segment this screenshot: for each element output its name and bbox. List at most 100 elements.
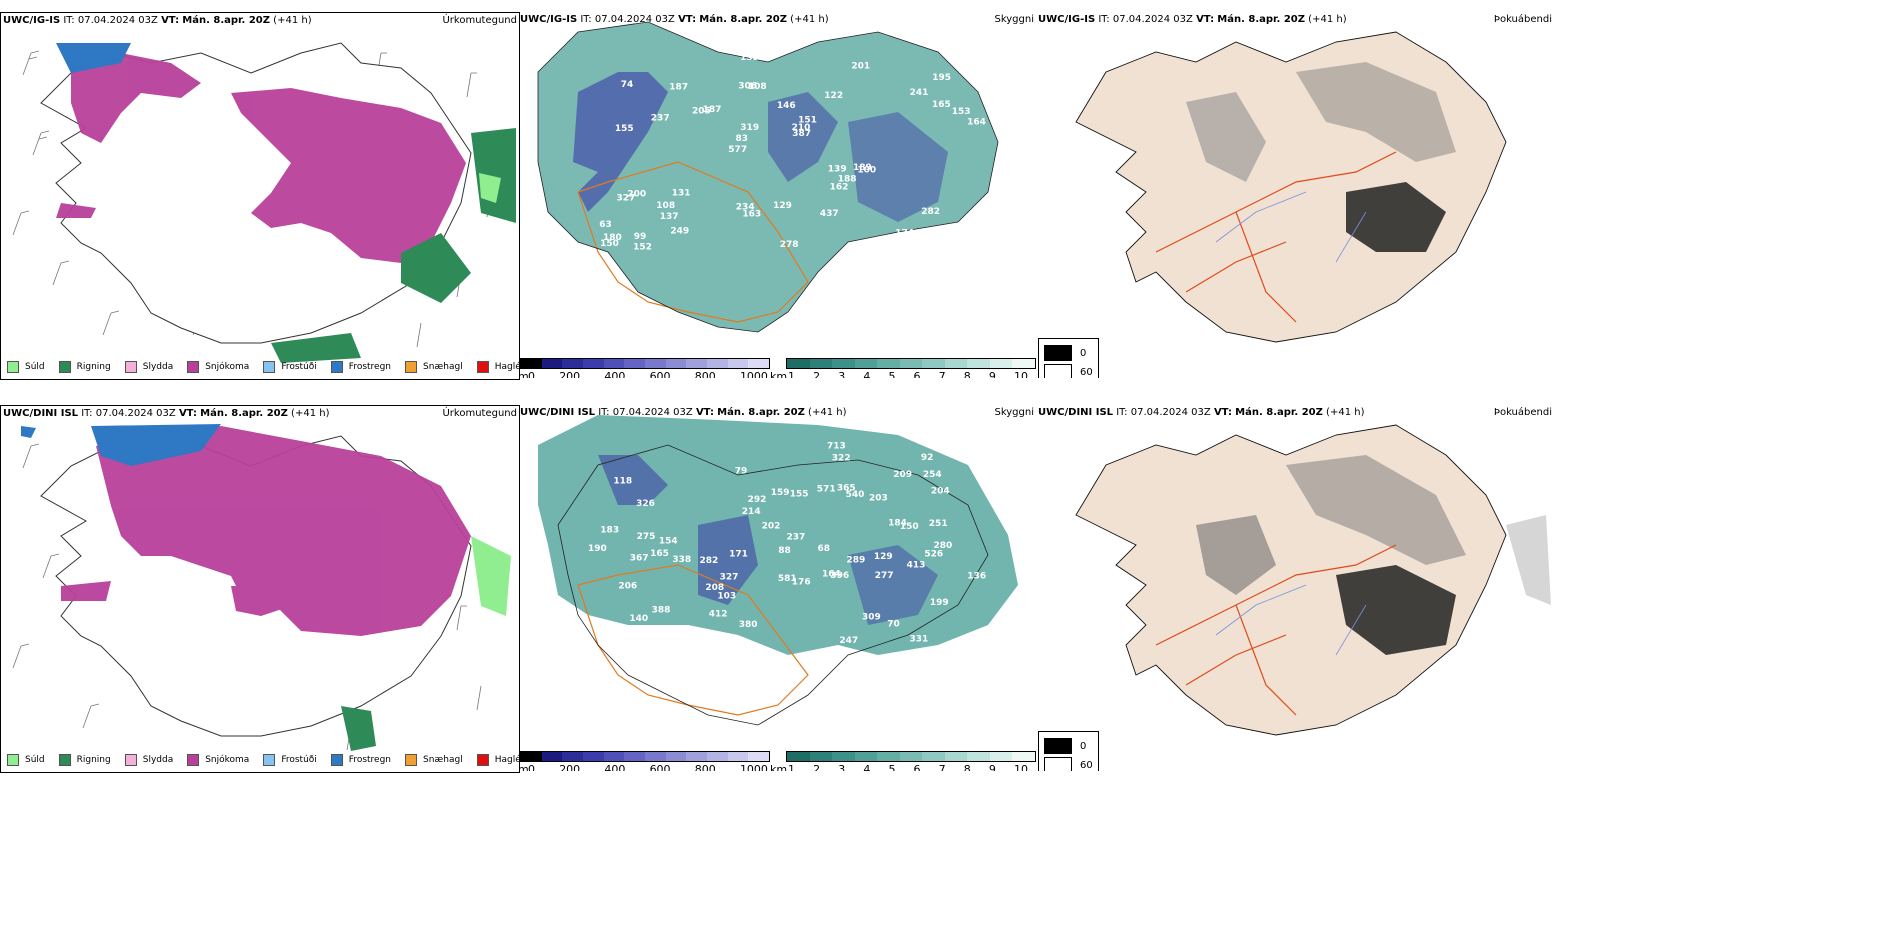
visibility-value-label: 234 — [736, 203, 755, 213]
visibility-m-unit: m — [518, 370, 529, 378]
colorbar-segment — [562, 359, 584, 368]
colorbar-segment — [603, 359, 625, 368]
colorbar-tick: 4 — [863, 370, 871, 378]
visibility-value-label: 174 — [895, 229, 914, 239]
it-value: 07.04.2024 03Z — [95, 408, 176, 419]
fog-key: 0 60 — [1038, 731, 1099, 771]
colorbar-segment — [787, 752, 810, 761]
visibility-value-label: 74 — [621, 80, 634, 90]
visibility-value-label: 171 — [729, 550, 748, 560]
legend-label: Snæhagl — [423, 362, 463, 372]
legend-swatch — [187, 361, 200, 373]
visibility-value-label: 201 — [851, 61, 870, 71]
visibility-value-label: 237 — [651, 114, 670, 124]
legend-label: Frostregn — [348, 362, 392, 372]
colorbar-tick: 10 — [1013, 763, 1028, 771]
visibility-value-label: 176 — [792, 577, 811, 587]
visibility-value-label: 63 — [599, 220, 612, 230]
legend-label: Haglél — [494, 362, 519, 372]
low-visibility-area — [598, 455, 668, 505]
colorbar-segment — [877, 359, 900, 368]
visibility-value-label: 164 — [822, 570, 841, 580]
legend-swatch — [187, 754, 200, 766]
legend-label: Súld — [25, 362, 45, 372]
colorbar-segment — [707, 752, 728, 761]
colorbar-tick: 2 — [813, 370, 821, 378]
colorbar-segment — [645, 359, 666, 368]
visibility-value-label: 322 — [832, 453, 851, 463]
visibility-value-label: 122 — [824, 91, 843, 101]
model-name: UWC/DINI ISL — [1038, 407, 1114, 418]
visibility-value-label: 187 — [703, 105, 722, 115]
it-value: 07.04.2024 03Z — [612, 407, 693, 418]
lead-time: (+41 h) — [790, 14, 829, 25]
visibility-value-label: 241 — [910, 88, 929, 98]
colorbar-segment — [665, 359, 687, 368]
visibility-value-label: 131 — [672, 188, 691, 198]
freezing-rain-region — [21, 424, 221, 466]
visibility-value-label: 581 — [778, 574, 797, 584]
visibility-km-colorbar — [786, 751, 1036, 762]
visibility-value-label: 92 — [921, 453, 934, 463]
fog-key: 0 60 — [1038, 338, 1099, 378]
colorbar-segment — [854, 752, 878, 761]
colorbar-segment — [989, 359, 1013, 368]
colorbar-segment — [809, 359, 833, 368]
precip-type-panel-top: UWC/IG-IS IT: 07.04.2024 03Z VT: Mán. 8.… — [0, 12, 520, 380]
model-name: UWC/IG-IS — [3, 15, 61, 26]
vt-label: VT: — [1213, 407, 1232, 418]
colorbar-tick: 4 — [863, 763, 871, 771]
colorbar-segment — [748, 752, 770, 761]
vt-label: VT: — [161, 15, 180, 26]
legend-item: Rigning — [58, 754, 111, 766]
vt-value: Mán. 8.apr. 20Z — [182, 15, 270, 26]
vt-label: VT: — [678, 14, 697, 25]
colorbar-tick: 9 — [988, 370, 996, 378]
visibility-value-label: 387 — [792, 129, 811, 139]
fog-index-area — [1196, 515, 1276, 595]
visibility-value-label: 189 — [853, 163, 872, 173]
legend-item: Frostúði — [263, 754, 317, 766]
visibility-value-label: 68 — [818, 544, 831, 554]
colorbar-segment — [967, 359, 990, 368]
legend-swatch — [405, 754, 418, 766]
visibility-value-label: 289 — [847, 555, 866, 565]
visibility-value-label: 150 — [600, 239, 619, 249]
colorbar-tick: 2 — [813, 763, 821, 771]
visibility-value-label: 247 — [839, 636, 858, 646]
legend-swatch — [476, 361, 489, 373]
visibility-value-label: 238 — [926, 229, 945, 239]
colorbar-tick: 7 — [938, 370, 946, 378]
lead-time: (+41 h) — [1308, 14, 1347, 25]
visibility-value-label: 190 — [588, 544, 607, 554]
model-name: UWC/IG-IS — [1038, 14, 1096, 25]
visibility-value-label: 412 — [709, 610, 728, 620]
visibility-value-label: 152 — [633, 243, 652, 253]
visibility-km-ticks: 1 2 3 4 5 6 7 8 9 10 — [788, 370, 1028, 378]
visibility-value-label: 396 — [830, 571, 849, 581]
visibility-value-label: 210 — [792, 123, 811, 133]
visibility-value-label: 437 — [820, 209, 839, 219]
vt-value: Mán. 8.apr. 20Z — [200, 408, 288, 419]
legend-swatch — [7, 754, 19, 766]
it-label: IT: — [1116, 407, 1128, 418]
visibility-panel-top: 238 155 195 577 122 99 306 146 200 187 63 137 108 151… — [518, 12, 1038, 378]
legend-label: Haglél — [494, 755, 519, 765]
vt-label: VT: — [695, 407, 714, 418]
colorbar-segment — [541, 752, 563, 761]
legend-swatch — [476, 754, 489, 766]
colorbar-tick: 3 — [838, 763, 846, 771]
visibility-value-label: 118 — [613, 476, 632, 486]
visibility-km-unit: km — [770, 370, 788, 378]
lead-time: (+41 h) — [1326, 407, 1365, 418]
visibility-value-label: 380 — [739, 620, 758, 630]
model-name: UWC/IG-IS — [520, 14, 578, 25]
visibility-value-label: 280 — [934, 541, 953, 551]
colorbar-segment — [1012, 752, 1036, 761]
visibility-value-label: 70 — [887, 620, 900, 630]
legend-swatch — [263, 754, 276, 766]
it-value: 07.04.2024 03Z — [1130, 407, 1211, 418]
colorbar-segment — [967, 752, 990, 761]
colorbar-tick: 7 — [938, 763, 946, 771]
legend-item: Haglél — [476, 361, 519, 373]
